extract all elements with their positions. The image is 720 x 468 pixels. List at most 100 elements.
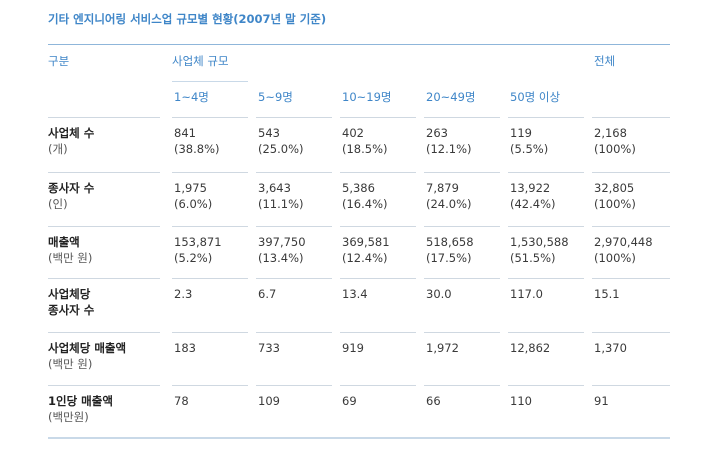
row-label-main: 매출액 bbox=[48, 235, 80, 249]
row-separator bbox=[256, 278, 332, 279]
table-cell: 3,643 (11.1%) bbox=[258, 180, 304, 212]
table-cell: 543 (25.0%) bbox=[258, 125, 304, 157]
row-separator bbox=[592, 172, 670, 173]
row-separator bbox=[508, 278, 584, 279]
row-separator bbox=[172, 278, 248, 279]
table-cell: 263 (12.1%) bbox=[426, 125, 472, 157]
row-unit: (인) bbox=[48, 197, 68, 211]
row-separator bbox=[256, 172, 332, 173]
cell-percent: (51.5%) bbox=[510, 251, 556, 265]
cell-percent: (17.5%) bbox=[426, 251, 472, 265]
header-size-2: 5~9명 bbox=[258, 90, 293, 104]
row-separator bbox=[508, 172, 584, 173]
row-label: 사업체당 종사자 수 bbox=[48, 286, 94, 318]
cell-value: 3,643 bbox=[258, 181, 291, 195]
cell-value: 1,972 bbox=[426, 341, 459, 355]
table-title: 기타 엔지니어링 서비스업 규모별 현황(2007년 말 기준) bbox=[48, 12, 327, 26]
cell-value: 733 bbox=[258, 341, 280, 355]
row-separator bbox=[172, 172, 248, 173]
cell-value: 110 bbox=[510, 394, 532, 408]
row-label-main: 사업체 수 bbox=[48, 126, 95, 140]
table-cell: 369,581 (12.4%) bbox=[342, 234, 390, 266]
cell-value: 117.0 bbox=[510, 287, 543, 301]
cell-percent: (5.5%) bbox=[510, 142, 549, 156]
cell-value: 518,658 bbox=[426, 235, 474, 249]
row-separator bbox=[48, 332, 160, 333]
table-cell: 6.7 bbox=[258, 286, 276, 302]
cell-value: 13.4 bbox=[342, 287, 368, 301]
cell-value: 1,370 bbox=[594, 341, 627, 355]
cell-percent: (12.4%) bbox=[342, 251, 388, 265]
header-category: 구분 bbox=[48, 54, 70, 68]
table-cell: 109 bbox=[258, 393, 280, 409]
cell-value: 543 bbox=[258, 126, 280, 140]
row-separator bbox=[340, 172, 416, 173]
table-cell: 69 bbox=[342, 393, 357, 409]
cell-value: 30.0 bbox=[426, 287, 452, 301]
row-separator bbox=[424, 385, 500, 386]
table-cell: 2.3 bbox=[174, 286, 192, 302]
row-separator bbox=[48, 385, 160, 386]
cell-value: 2,168 bbox=[594, 126, 627, 140]
table-cell: 110 bbox=[510, 393, 532, 409]
row-separator bbox=[340, 278, 416, 279]
row-separator bbox=[256, 332, 332, 333]
table-cell: 841 (38.8%) bbox=[174, 125, 220, 157]
cell-value: 7,879 bbox=[426, 181, 459, 195]
header-size-4: 20~49명 bbox=[426, 90, 476, 104]
cell-value: 15.1 bbox=[594, 287, 620, 301]
row-label-main-2: 종사자 수 bbox=[48, 303, 95, 317]
cell-value: 119 bbox=[510, 126, 532, 140]
row-separator bbox=[48, 117, 160, 118]
row-unit: (백만원) bbox=[48, 410, 89, 424]
cell-value: 32,805 bbox=[594, 181, 635, 195]
cell-percent: (24.0%) bbox=[426, 197, 472, 211]
cell-percent: (42.4%) bbox=[510, 197, 556, 211]
row-separator bbox=[592, 117, 670, 118]
row-separator bbox=[508, 117, 584, 118]
row-unit: (백만 원) bbox=[48, 357, 93, 371]
row-separator bbox=[592, 332, 670, 333]
cell-value: 2.3 bbox=[174, 287, 193, 301]
row-label: 사업체당 매출액 (백만 원) bbox=[48, 340, 126, 372]
row-separator bbox=[592, 385, 670, 386]
table-cell: 518,658 (17.5%) bbox=[426, 234, 474, 266]
table-cell: 2,970,448 (100%) bbox=[594, 234, 653, 266]
row-separator bbox=[172, 117, 248, 118]
table-cell: 183 bbox=[174, 340, 196, 356]
row-label: 1인당 매출액 (백만원) bbox=[48, 393, 113, 425]
row-separator bbox=[424, 172, 500, 173]
table-cell: 1,370 bbox=[594, 340, 627, 356]
row-label-main: 1인당 매출액 bbox=[48, 394, 113, 408]
cell-value: 402 bbox=[342, 126, 364, 140]
table-cell: 66 bbox=[426, 393, 441, 409]
cell-percent: (100%) bbox=[594, 142, 636, 156]
table-cell: 30.0 bbox=[426, 286, 452, 302]
table-bottom-rule bbox=[48, 437, 670, 439]
cell-value: 841 bbox=[174, 126, 196, 140]
header-size-3: 10~19명 bbox=[342, 90, 392, 104]
cell-value: 1,530,588 bbox=[510, 235, 569, 249]
row-separator bbox=[48, 278, 160, 279]
cell-value: 1,975 bbox=[174, 181, 207, 195]
cell-value: 12,862 bbox=[510, 341, 551, 355]
table-cell: 1,975 (6.0%) bbox=[174, 180, 212, 212]
cell-value: 919 bbox=[342, 341, 364, 355]
cell-value: 2,970,448 bbox=[594, 235, 653, 249]
row-separator bbox=[172, 385, 248, 386]
table-cell: 119 (5.5%) bbox=[510, 125, 548, 157]
row-label-main: 사업체당 매출액 bbox=[48, 341, 127, 355]
row-label-main: 종사자 수 bbox=[48, 181, 95, 195]
table-cell: 5,386 (16.4%) bbox=[342, 180, 388, 212]
cell-value: 263 bbox=[426, 126, 448, 140]
cell-value: 69 bbox=[342, 394, 357, 408]
cell-percent: (5.2%) bbox=[174, 251, 213, 265]
cell-percent: (16.4%) bbox=[342, 197, 388, 211]
cell-percent: (11.1%) bbox=[258, 197, 304, 211]
table-cell: 13.4 bbox=[342, 286, 368, 302]
row-separator bbox=[48, 172, 160, 173]
row-unit: (백만 원) bbox=[48, 251, 93, 265]
cell-percent: (6.0%) bbox=[174, 197, 213, 211]
row-separator bbox=[592, 226, 670, 227]
row-separator bbox=[508, 385, 584, 386]
